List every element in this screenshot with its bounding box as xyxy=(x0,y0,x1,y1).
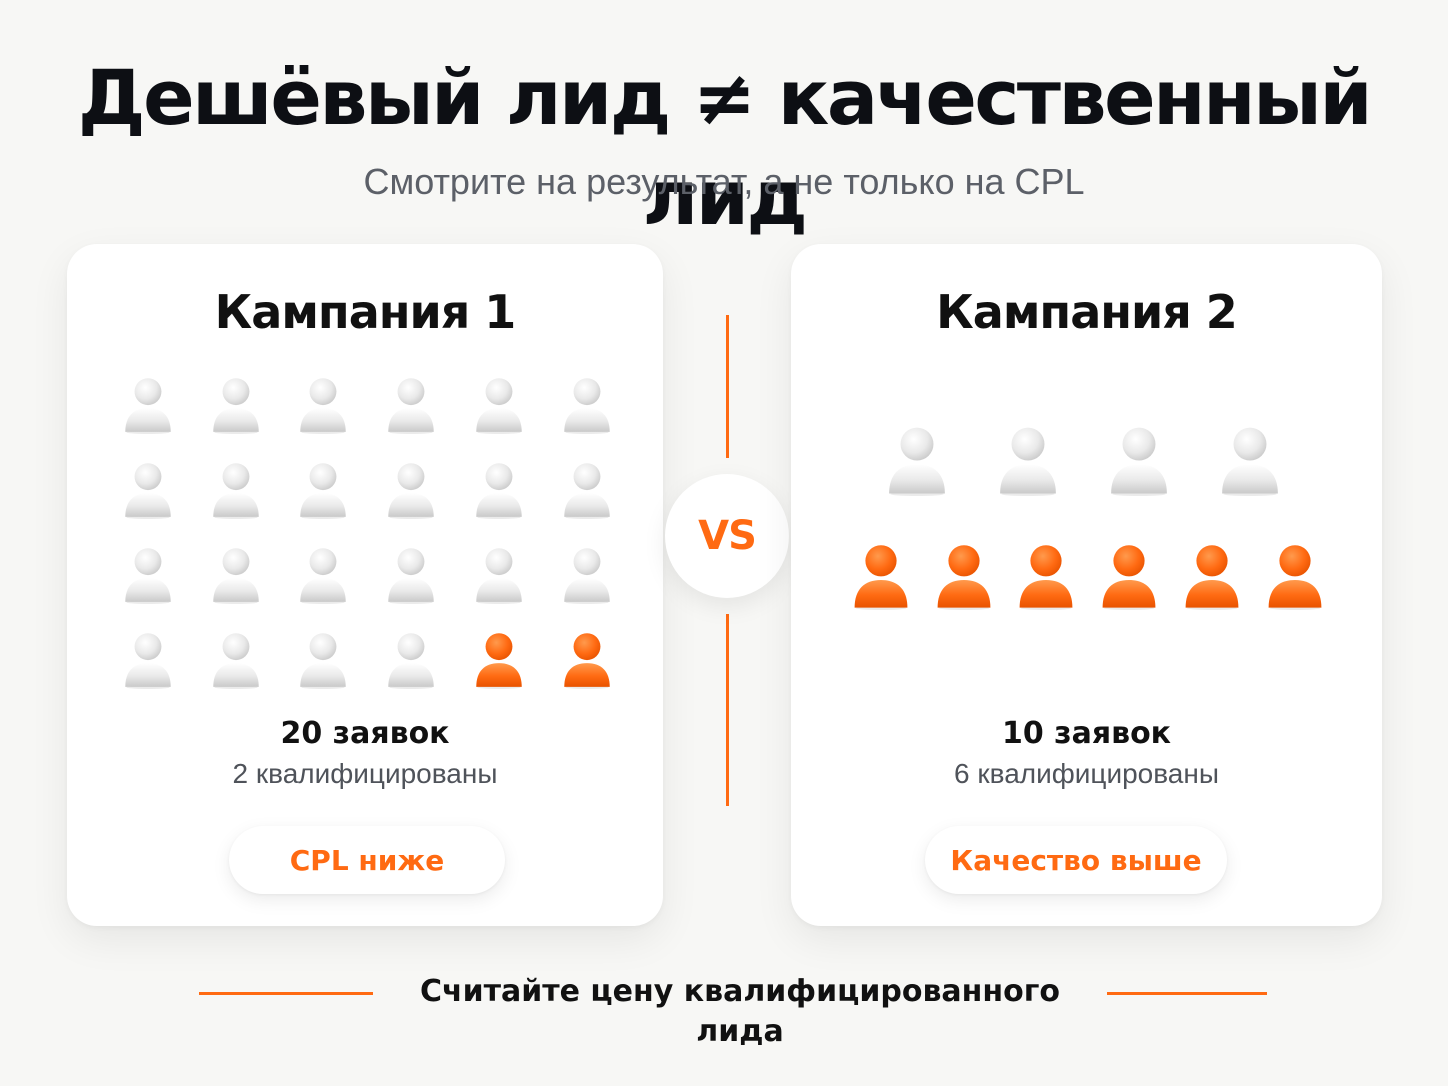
person-icon xyxy=(122,372,174,434)
qualified-person-icon xyxy=(473,627,525,689)
person-icon xyxy=(561,372,613,434)
page-title: Дешёвый лид ≠ качественный лид xyxy=(77,53,1373,242)
campaign-1-card: Кампания 1 20 заявок 2 квалифицированы C… xyxy=(67,244,663,926)
person-icon xyxy=(297,542,349,604)
person-icon xyxy=(561,457,613,519)
campaign-2-leads-count: 10 заявок xyxy=(1001,716,1172,751)
qualified-person-icon xyxy=(1182,538,1242,610)
person-icon xyxy=(122,627,174,689)
person-icon xyxy=(473,457,525,519)
qualified-person-icon xyxy=(1099,538,1159,610)
person-icon xyxy=(297,457,349,519)
person-icon xyxy=(1107,420,1171,496)
person-icon xyxy=(385,542,437,604)
qualified-person-icon xyxy=(1016,538,1076,610)
footer-note: Считайте цену квалифицированного лида xyxy=(419,974,1061,1049)
vs-badge: VS xyxy=(665,474,789,598)
person-icon xyxy=(996,420,1060,496)
person-icon xyxy=(122,542,174,604)
footer-line-left xyxy=(199,992,373,995)
campaign-1-qualified-count: 2 квалифицированы xyxy=(232,758,498,789)
person-icon xyxy=(385,372,437,434)
person-icon xyxy=(1218,420,1282,496)
campaign-2-title: Кампания 2 xyxy=(936,285,1238,339)
person-icon xyxy=(385,457,437,519)
person-icon xyxy=(385,627,437,689)
person-icon xyxy=(210,372,262,434)
qualified-person-icon xyxy=(1265,538,1325,610)
campaign-1-leads-count: 20 заявок xyxy=(280,716,450,751)
campaign-2-badge: Качество выше xyxy=(925,826,1227,894)
qualified-person-icon xyxy=(851,538,911,610)
person-icon xyxy=(210,457,262,519)
divider-bottom xyxy=(726,614,729,806)
page-subtitle: Смотрите на результат, а не только на CP… xyxy=(363,161,1085,202)
qualified-person-icon xyxy=(561,627,613,689)
campaign-2-card: Кампания 2 10 заявок 6 квалифицированы К… xyxy=(791,244,1382,926)
person-icon xyxy=(885,420,949,496)
person-icon xyxy=(210,542,262,604)
person-icon xyxy=(297,372,349,434)
person-icon xyxy=(122,457,174,519)
person-icon xyxy=(473,372,525,434)
divider-top xyxy=(726,315,729,458)
person-icon xyxy=(210,627,262,689)
person-icon xyxy=(473,542,525,604)
campaign-2-qualified-count: 6 квалифицированы xyxy=(954,758,1219,789)
person-icon xyxy=(297,627,349,689)
campaign-1-badge: CPL ниже xyxy=(229,826,505,894)
footer-line-right xyxy=(1107,992,1267,995)
person-icon xyxy=(561,542,613,604)
qualified-person-icon xyxy=(934,538,994,610)
campaign-1-title: Кампания 1 xyxy=(214,285,517,339)
